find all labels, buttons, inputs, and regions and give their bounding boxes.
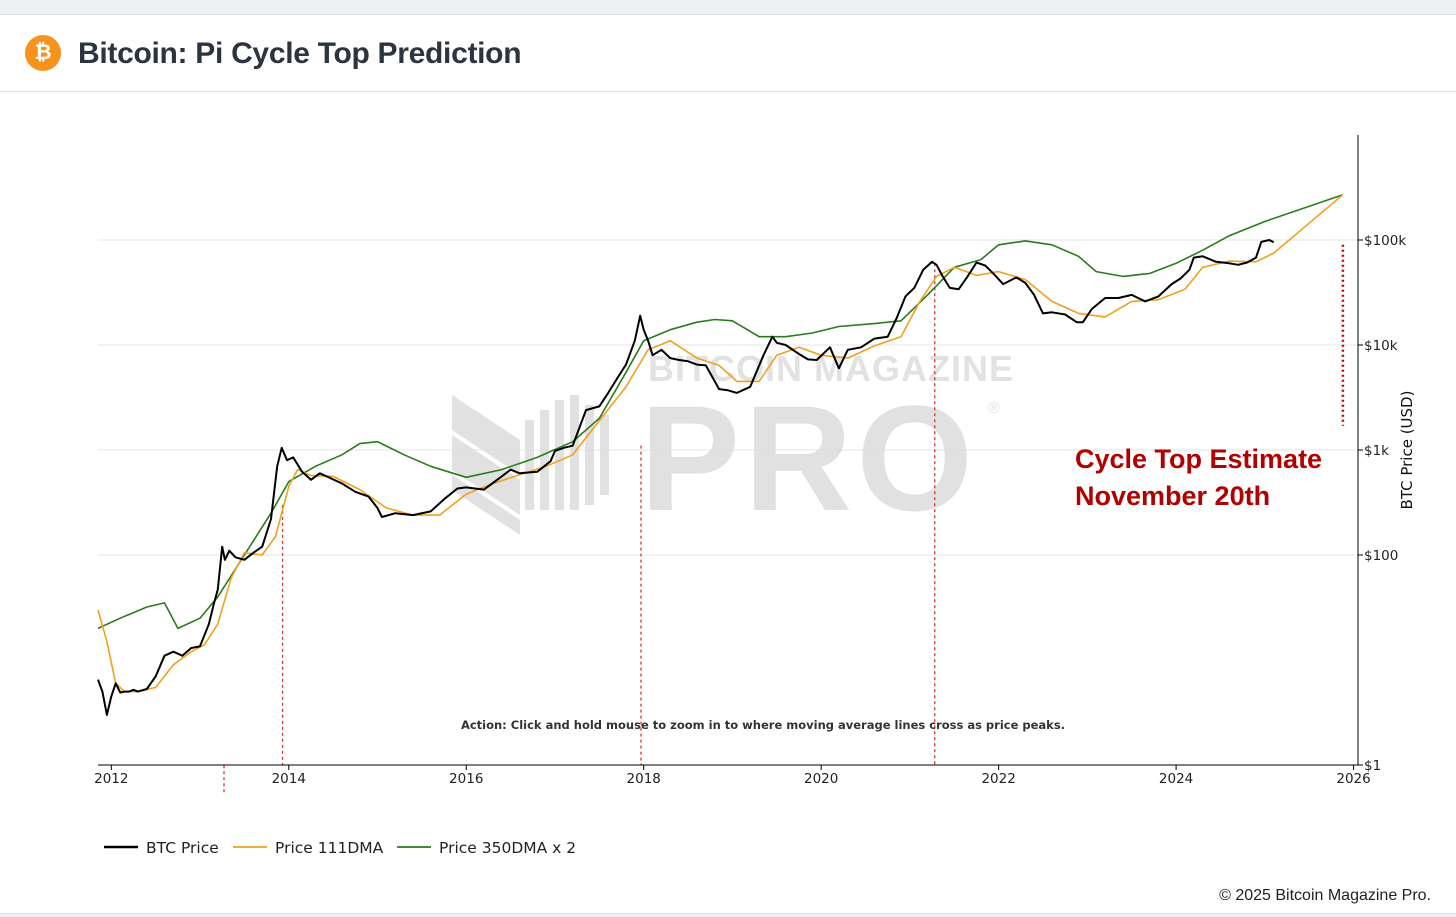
x-tick-label: 2016 (449, 771, 483, 787)
y-tick-label: $100 (1364, 548, 1398, 564)
watermark: BITCOIN MAGAZINE PRO ® (452, 348, 1014, 542)
gridlines (98, 239, 1358, 556)
y-tick-label: $10k (1364, 338, 1398, 354)
legend-label: BTC Price (146, 839, 219, 857)
legend: BTC Price Price 111DMA Price 350DMA x 2 (104, 839, 576, 857)
legend-label: Price 111DMA (275, 839, 384, 857)
y-tick-label: $1 (1364, 758, 1381, 774)
x-tick-label: 2026 (1336, 771, 1370, 787)
watermark-line1: BITCOIN MAGAZINE (648, 348, 1014, 389)
watermark-line2: PRO (640, 374, 977, 542)
watermark-registered-mark: ® (988, 400, 1000, 417)
legend-label: Price 350DMA x 2 (439, 839, 576, 857)
axes: $1 $100 $1k $10k $100k 2012 2014 2016 2018 2020 20… (94, 135, 1406, 787)
cycle-top-markers (223, 244, 1345, 793)
x-tick-label: 2022 (981, 771, 1015, 787)
y-tick-label: $100k (1364, 233, 1406, 249)
bitcoin-logo-icon: ₿ (25, 35, 61, 71)
watermark-logo-icon (452, 395, 609, 535)
x-tick-label: 2018 (627, 771, 661, 787)
y-tick-label: $1k (1364, 443, 1389, 459)
x-tick-label: 2014 (272, 771, 306, 787)
dma111-line (97, 194, 1344, 693)
btc-price-line (97, 239, 1275, 716)
page-title: Bitcoin: Pi Cycle Top Prediction (78, 37, 522, 70)
pi-cycle-chart[interactable]: BITCOIN MAGAZINE PRO ® $1 $100 $1k $10k $100… (0, 15, 1456, 913)
x-tick-label: 2024 (1159, 771, 1193, 787)
y-axis-title: BTC Price (USD) (1398, 391, 1416, 510)
chart-card: ₿ Bitcoin: Pi Cycle Top Prediction BITCO… (0, 14, 1456, 914)
x-tick-label: 2020 (804, 771, 838, 787)
dma350x2-line (97, 193, 1344, 630)
action-note: Action: Click and hold mouse to zoom in … (461, 718, 1065, 732)
annotation-line1: Cycle Top Estimate (1075, 444, 1322, 474)
x-tick-label: 2012 (94, 771, 128, 787)
series-lines (97, 193, 1344, 716)
copyright: © 2025 Bitcoin Magazine Pro. (1219, 887, 1431, 904)
y-axis-label: BTC Price (USD) (1398, 391, 1416, 510)
annotation-line2: November 20th (1075, 481, 1270, 511)
chart-header: ₿ Bitcoin: Pi Cycle Top Prediction (0, 15, 1456, 92)
